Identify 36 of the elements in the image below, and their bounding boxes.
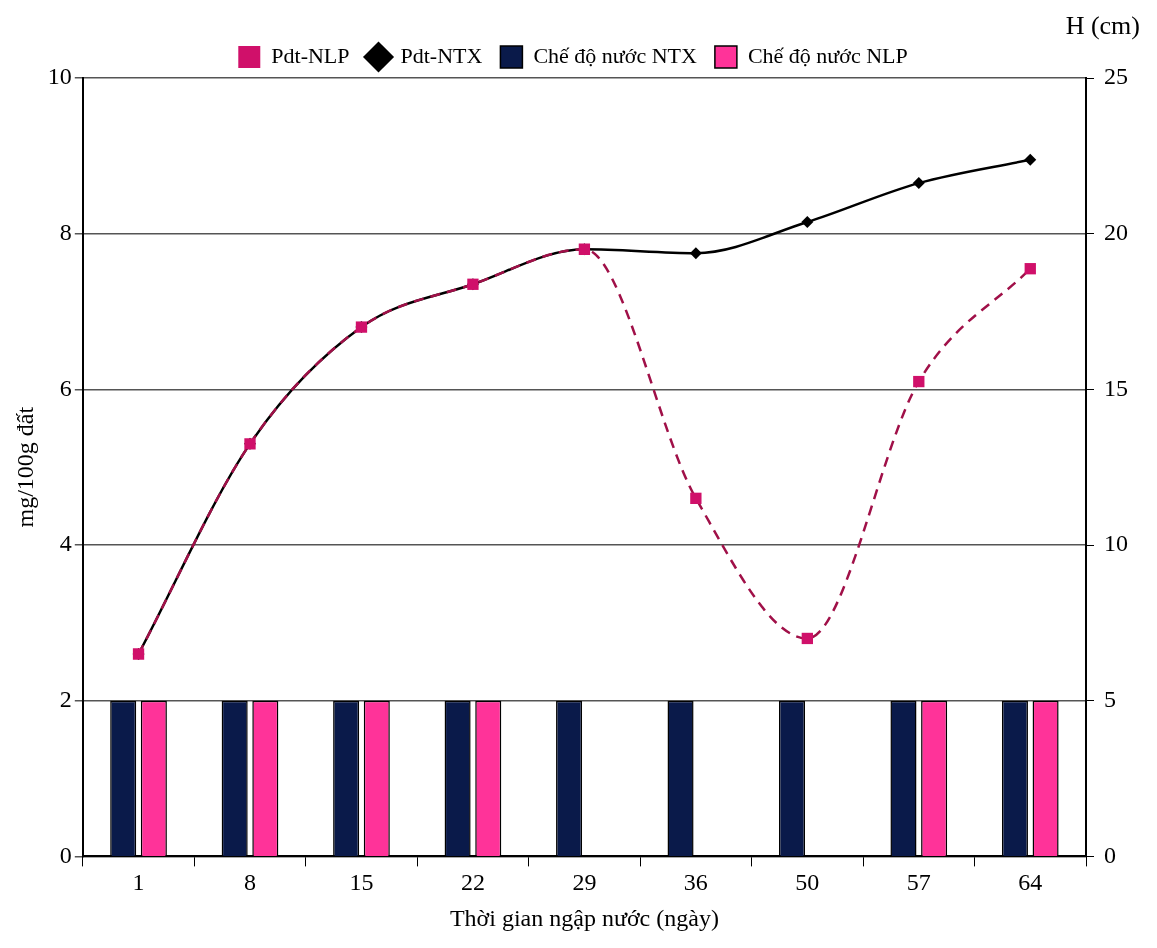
- x-tick-label: 22: [460, 869, 485, 896]
- point: [801, 632, 813, 645]
- y-tick-label: 8: [59, 218, 72, 245]
- y-tick-label: 10: [47, 63, 72, 90]
- y2-axis-title: H (cm): [1065, 10, 1140, 40]
- x-tick-label: 15: [349, 869, 374, 896]
- point: [912, 177, 925, 190]
- y-axis-title: mg/100g đất: [11, 406, 38, 528]
- legend-label: Chế độ nước NTX: [533, 42, 697, 68]
- x-tick-label: 29: [572, 869, 597, 896]
- y2-tick-label: 15: [1104, 374, 1128, 401]
- point: [1024, 263, 1036, 275]
- y2-tick-label: 5: [1104, 686, 1116, 713]
- point: [690, 492, 702, 504]
- x-tick-label: 64: [1018, 869, 1043, 896]
- y-tick-label: 6: [59, 374, 72, 401]
- point: [801, 216, 814, 228]
- legend-label: Pdt-NTX: [400, 42, 483, 68]
- y2-tick-label: 25: [1104, 63, 1128, 90]
- point: [913, 375, 925, 388]
- y2-tick-label: 10: [1104, 530, 1128, 557]
- y2-tick-label: 20: [1104, 218, 1128, 245]
- x-tick-label: 8: [244, 869, 256, 896]
- x-tick-label: 57: [906, 869, 931, 896]
- x-tick-label: 1: [132, 869, 145, 896]
- y-tick-label: 2: [59, 686, 72, 713]
- point: [689, 247, 702, 260]
- y2-tick-label: 0: [1104, 841, 1116, 868]
- x-axis-title: Thời gian ngập nước (ngày): [449, 904, 719, 931]
- legend-label: Pdt-NLP: [271, 42, 350, 68]
- y-tick-label: 0: [59, 841, 72, 868]
- x-tick-label: 50: [795, 869, 820, 896]
- point: [1024, 153, 1037, 166]
- x-tick-label: 36: [683, 869, 708, 896]
- legend-label: Chế độ nước NLP: [747, 42, 908, 68]
- y-tick-label: 4: [59, 530, 72, 557]
